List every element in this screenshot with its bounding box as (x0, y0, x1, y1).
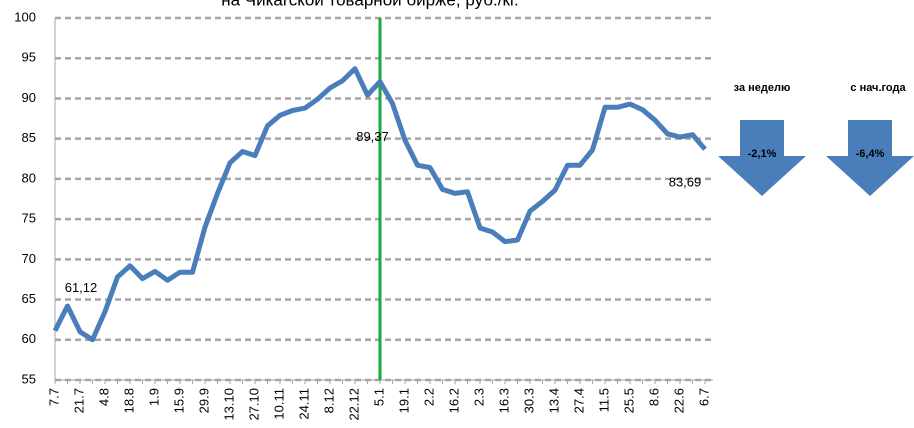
indicator-value: -2,1% (748, 148, 777, 160)
x-tick-label: 13.10 (221, 388, 236, 421)
x-tick-label: 10.11 (271, 388, 286, 420)
y-tick-label: 100 (14, 9, 36, 24)
x-tick-label: 22.12 (346, 388, 361, 421)
x-tick-label: 30.3 (521, 388, 536, 413)
x-tick-label: 25.5 (621, 388, 636, 413)
indicator-label: с нач.года (850, 82, 906, 94)
x-tick-label: 24.11 (296, 388, 311, 420)
data-label: 61,12 (65, 280, 98, 295)
indicator-value: -6,4% (856, 148, 885, 160)
y-tick-label: 80 (22, 170, 36, 185)
x-tick-label: 2.3 (471, 388, 486, 406)
data-label: 83,69 (669, 175, 702, 190)
y-tick-label: 55 (22, 371, 36, 386)
x-tick-label: 29.9 (196, 388, 211, 413)
x-tick-label: 4.8 (96, 388, 111, 406)
x-tick-label: 16.2 (446, 388, 461, 413)
indicator-arrow (826, 120, 914, 196)
x-tick-label: 18.8 (121, 388, 136, 413)
indicator-arrow (718, 120, 806, 196)
indicator-label: за неделю (734, 82, 791, 94)
y-tick-label: 60 (22, 331, 36, 346)
x-tick-label: 27.10 (246, 388, 261, 421)
y-tick-label: 70 (22, 251, 36, 266)
x-tick-label: 13.4 (546, 388, 561, 413)
x-tick-label: 15.9 (171, 388, 186, 413)
line-series (52, 66, 707, 343)
x-tick-label: 22.6 (671, 388, 686, 413)
x-tick-label: 8.12 (321, 388, 336, 413)
y-tick-label: 95 (22, 50, 36, 65)
x-tick-label: 16.3 (496, 388, 511, 413)
x-tick-label: 8.6 (646, 388, 661, 406)
y-tick-label: 75 (22, 211, 36, 226)
x-tick-label: 7.7 (46, 388, 61, 406)
x-tick-label: 11.5 (596, 388, 611, 412)
y-tick-label: 90 (22, 90, 36, 105)
x-tick-label: 21.7 (71, 388, 86, 413)
x-tick-label: 19.1 (396, 388, 411, 413)
x-tick-label: 1.9 (146, 388, 161, 406)
y-tick-label: 85 (22, 130, 36, 145)
x-tick-label: 5.1 (371, 388, 386, 406)
x-tick-label: 27.4 (571, 388, 586, 413)
data-label: 89,37 (356, 129, 389, 144)
chart-title: на Чикагской товарной бирже, руб./кг. (221, 0, 519, 9)
y-tick-label: 65 (22, 291, 36, 306)
x-tick-label: 2.2 (421, 388, 436, 406)
x-tick-label: 6.7 (696, 388, 711, 406)
